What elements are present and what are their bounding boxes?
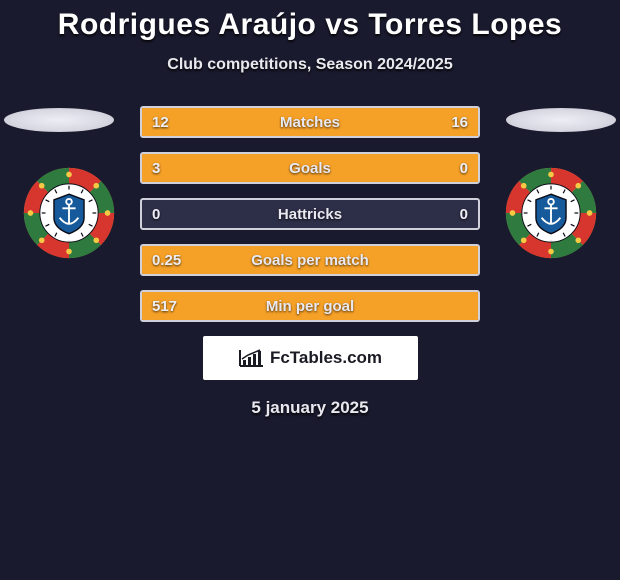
stat-row: 1216Matches	[140, 106, 480, 138]
stat-row: 0.25Goals per match	[140, 244, 480, 276]
stat-row: 517Min per goal	[140, 290, 480, 322]
club-crest-right	[504, 166, 598, 260]
player-base-right	[506, 108, 616, 132]
stat-label: Goals per match	[142, 246, 478, 274]
stat-bars: 1216Matches 30Goals 00Hattricks 0.25Goals p…	[140, 106, 480, 322]
stat-row: 00Hattricks	[140, 198, 480, 230]
date-text: 5 january 2025	[0, 398, 620, 418]
brand-box: FcTables.com	[203, 336, 418, 380]
brand-text: FcTables.com	[270, 348, 382, 368]
stat-label: Goals	[142, 154, 478, 182]
player-base-left	[4, 108, 114, 132]
stat-label: Min per goal	[142, 292, 478, 320]
stat-label: Matches	[142, 108, 478, 136]
comparison-area: 1216Matches 30Goals 00Hattricks 0.25Goals p…	[0, 106, 620, 418]
bar-chart-icon	[238, 348, 264, 368]
stat-label: Hattricks	[142, 200, 478, 228]
club-crest-left	[22, 166, 116, 260]
page-title: Rodrigues Araújo vs Torres Lopes	[0, 8, 620, 42]
page-subtitle: Club competitions, Season 2024/2025	[0, 56, 620, 74]
stat-row: 30Goals	[140, 152, 480, 184]
